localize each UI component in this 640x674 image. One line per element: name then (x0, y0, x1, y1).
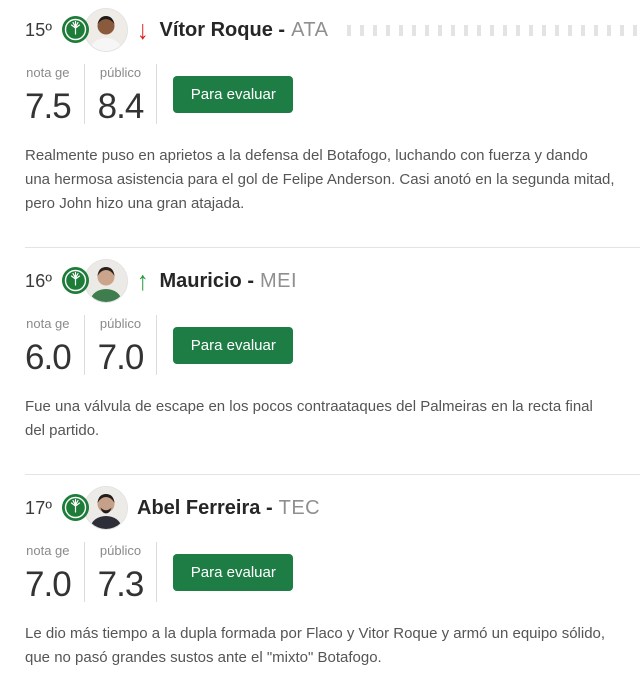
stat-publico: público 8.4 (85, 64, 158, 124)
player-header: 17º (25, 484, 640, 532)
stat-value: 6.0 (25, 338, 72, 377)
stat-label: nota ge (26, 316, 70, 331)
player-card: 16º ↑ (0, 257, 640, 443)
trend-up-icon: ↑ (137, 265, 149, 296)
dashed-divider (346, 24, 640, 36)
player-rank: 15º (25, 19, 53, 40)
stat-value: 7.0 (97, 338, 145, 377)
player-header: 16º ↑ (25, 257, 640, 305)
player-position: MEI (259, 269, 298, 292)
stat-value: 7.0 (25, 565, 72, 604)
player-rank: 16º (25, 270, 53, 291)
player-name: Mauricio - (159, 269, 254, 292)
player-stats: nota ge 6.0 público 7.0 Para evaluar (25, 315, 640, 375)
trend-down-icon: ↓ (137, 14, 149, 45)
club-badge-icon (62, 16, 89, 43)
player-card: 15º ↓ (0, 6, 640, 216)
stat-label: público (99, 316, 142, 331)
stat-value: 7.5 (25, 87, 72, 126)
player-name: Vítor Roque - (159, 18, 286, 41)
stat-value: 8.4 (97, 87, 145, 126)
stat-publico: público 7.3 (85, 542, 158, 602)
stat-nota-ge: nota ge 6.0 (25, 315, 85, 375)
evaluate-button[interactable]: Para evaluar (173, 75, 294, 113)
evaluate-button[interactable]: Para evaluar (173, 553, 294, 591)
player-description: Fue una válvula de escape en los pocos c… (25, 398, 593, 439)
player-position: ATA (291, 18, 329, 41)
avatar-group (62, 6, 128, 54)
player-photo-avatar (84, 259, 128, 303)
stat-value: 7.3 (97, 565, 145, 604)
player-header: 15º ↓ (25, 6, 640, 54)
evaluate-button[interactable]: Para evaluar (173, 326, 294, 364)
player-card: 17º (0, 484, 640, 670)
player-name: Abel Ferreira - (137, 496, 273, 519)
stat-publico: público 7.0 (85, 315, 158, 375)
player-photo-avatar (84, 486, 128, 530)
section-divider (25, 247, 640, 248)
stat-nota-ge: nota ge 7.0 (25, 542, 85, 602)
avatar-group (62, 484, 128, 532)
player-description: Le dio más tiempo a la dupla formada por… (25, 625, 606, 666)
player-photo-avatar (84, 8, 128, 52)
stat-nota-ge: nota ge 7.5 (25, 64, 85, 124)
player-stats: nota ge 7.5 público 8.4 Para evaluar (25, 64, 640, 124)
section-divider (25, 474, 640, 475)
stat-label: público (99, 543, 142, 558)
stat-label: nota ge (26, 65, 70, 80)
stat-label: nota ge (26, 543, 70, 558)
club-badge-icon (62, 494, 89, 521)
player-position: TEC (278, 496, 321, 519)
player-stats: nota ge 7.0 público 7.3 Para evaluar (25, 542, 640, 602)
player-description: Realmente puso en aprietos a la defensa … (25, 147, 615, 212)
avatar-group (62, 257, 128, 305)
player-rank: 17º (25, 497, 53, 518)
stat-label: público (99, 65, 142, 80)
club-badge-icon (62, 267, 89, 294)
